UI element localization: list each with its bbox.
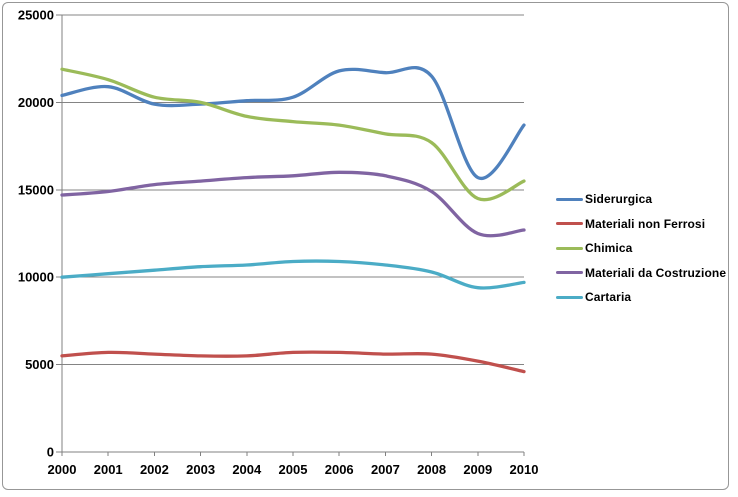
y-axis-label-10000: 10000 [18, 270, 54, 285]
y-axis-label-25000: 25000 [18, 8, 54, 23]
x-axis-label-2010: 2010 [510, 462, 539, 477]
legend-item-chimica[interactable]: Chimica [556, 236, 726, 261]
legend-item-materiali-da-costruzione[interactable]: Materiali da Costruzione [556, 261, 726, 286]
y-axis-label-15000: 15000 [18, 182, 54, 197]
series-line-cartaria[interactable] [60, 259, 526, 290]
legend-label: Materiali non Ferrosi [585, 216, 706, 231]
legend-item-materiali-non-ferrosi[interactable]: Materiali non Ferrosi [556, 212, 726, 237]
x-axis-label-2005: 2005 [279, 462, 308, 477]
series-line-siderurgica[interactable] [60, 65, 526, 180]
series-line-chimica[interactable] [60, 67, 526, 202]
y-axis-label-20000: 20000 [18, 95, 54, 110]
x-axis-label-2002: 2002 [140, 462, 169, 477]
chart-frame[interactable] [2, 2, 729, 490]
x-axis-label-2004: 2004 [232, 462, 262, 477]
x-axis-label-2007: 2007 [371, 462, 400, 477]
legend-label: Chimica [585, 241, 633, 256]
legend: Siderurgica Materiali non Ferrosi Chimic… [556, 187, 726, 310]
legend-swatch-materiali-da-costruzione [556, 271, 583, 275]
legend-label: Cartaria [585, 290, 632, 305]
x-axis-label-2006: 2006 [325, 462, 354, 477]
legend-swatch-cartaria [556, 295, 583, 299]
x-axis-label-2000: 2000 [48, 462, 77, 477]
series-line-materiali-non-ferrosi[interactable] [60, 350, 526, 374]
legend-swatch-chimica [556, 246, 583, 250]
x-axis-label-2009: 2009 [463, 462, 492, 477]
x-axis-label-2003: 2003 [186, 462, 215, 477]
legend-swatch-siderurgica [556, 197, 583, 201]
legend-swatch-materiali-non-ferrosi [556, 222, 583, 226]
series-line-materiali-da-costruzione[interactable] [60, 170, 526, 238]
y-axis-label-5000: 5000 [25, 357, 54, 372]
y-axis-label-0: 0 [47, 445, 54, 460]
x-axis-label-2001: 2001 [94, 462, 123, 477]
legend-label: Siderurgica [585, 192, 653, 207]
legend-item-siderurgica[interactable]: Siderurgica [556, 187, 726, 212]
legend-label: Materiali da Costruzione [585, 265, 727, 280]
x-axis-label-2008: 2008 [417, 462, 446, 477]
legend-item-cartaria[interactable]: Cartaria [556, 285, 726, 310]
